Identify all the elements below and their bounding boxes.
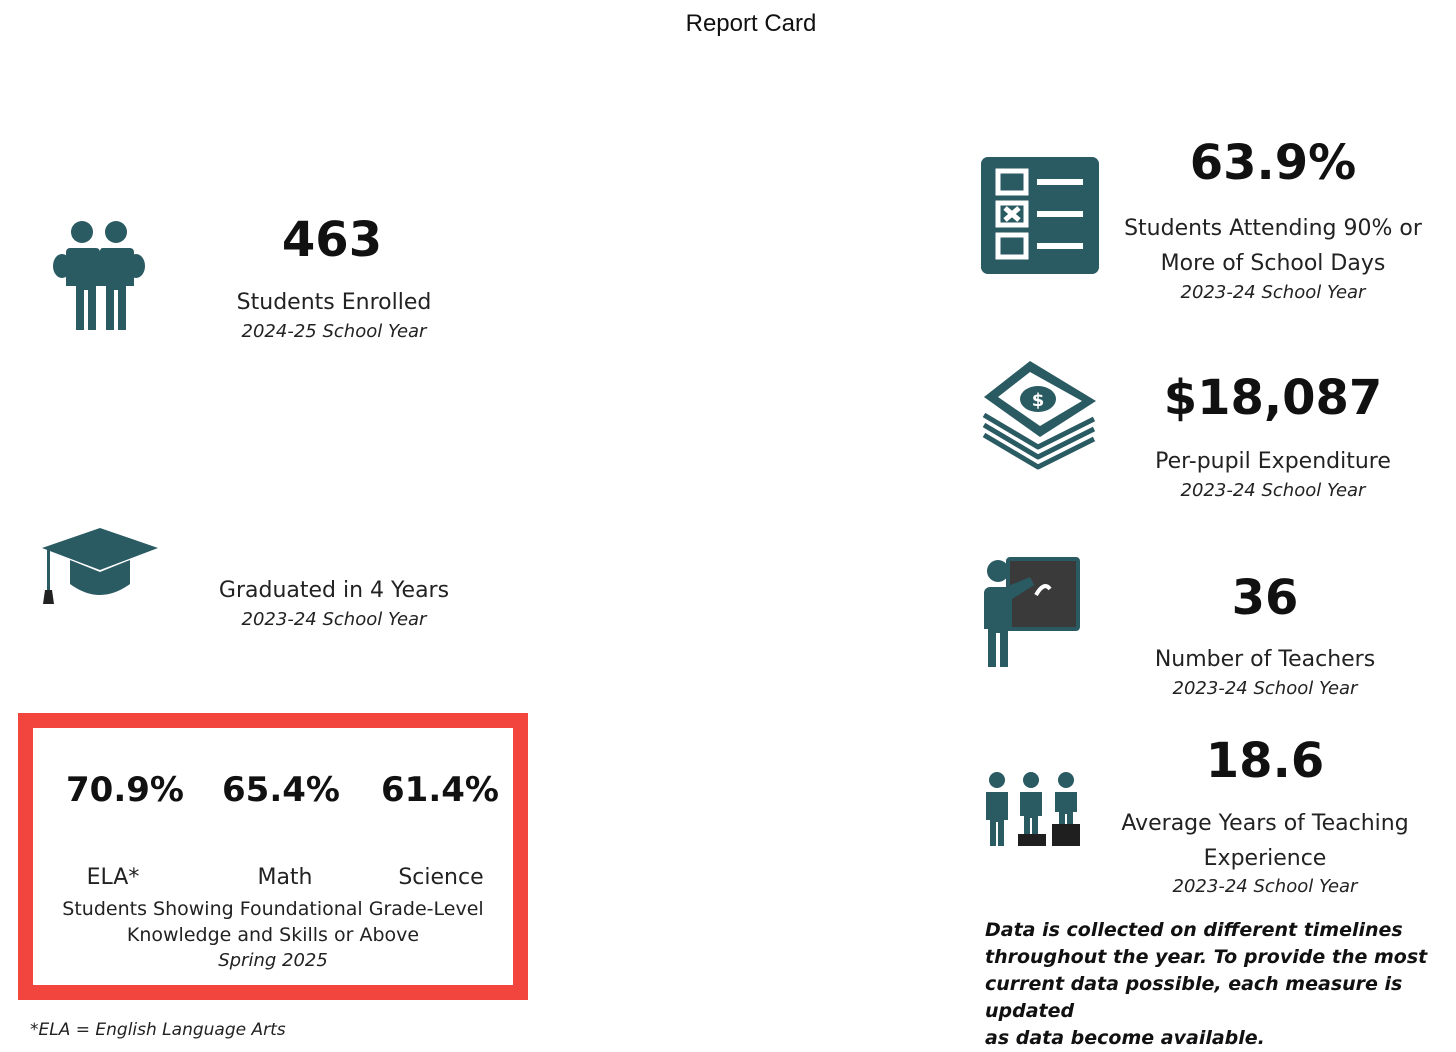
experience-period: 2023-24 School Year <box>1172 876 1358 897</box>
enrolled-value: 463 <box>281 212 383 268</box>
graduation-cap-icon <box>40 526 160 606</box>
data-collection-note: Data is collected on different timelines… <box>985 917 1445 1052</box>
math-percent: 65.4% <box>222 770 340 810</box>
attendance-value: 63.9% <box>1189 135 1357 191</box>
attendance-label-line1: Students Attending 90% or <box>1124 216 1422 241</box>
data-note-line1: Data is collected on different timelines <box>985 919 1403 941</box>
science-percent: 61.4% <box>381 770 499 810</box>
expenditure-value: $18,087 <box>1163 370 1383 426</box>
attendance-label-line2: More of School Days <box>1160 251 1386 276</box>
ela-label: ELA* <box>86 865 140 890</box>
page-title: Report Card <box>685 10 817 37</box>
ela-percent: 70.9% <box>66 770 184 810</box>
expenditure-label: Per-pupil Expenditure <box>1155 449 1391 474</box>
data-note-line2: throughout the year. To provide the most <box>985 946 1428 968</box>
proficiency-label-line1: Students Showing Foundational Grade-Leve… <box>62 898 484 920</box>
teachers-label: Number of Teachers <box>1154 647 1376 672</box>
experience-podium-icon <box>980 770 1084 850</box>
ela-footnote: *ELA = English Language Arts <box>30 1020 286 1040</box>
enrolled-period: 2024-25 School Year <box>241 321 427 342</box>
science-label: Science <box>398 865 484 890</box>
data-note-line3: current data possible, each measure is u… <box>985 973 1403 1022</box>
proficiency-panel: 70.9% 65.4% 61.4% ELA* Math Science Stud… <box>18 713 528 1000</box>
svg-text:$: $ <box>1032 390 1045 411</box>
graduated-label: Graduated in 4 Years <box>218 578 450 603</box>
teachers-period: 2023-24 School Year <box>1172 678 1358 699</box>
graduated-period: 2023-24 School Year <box>241 609 427 630</box>
experience-label-line2: Experience <box>1203 846 1327 871</box>
math-label: Math <box>257 865 313 890</box>
money-stack-icon: $ <box>980 357 1100 473</box>
proficiency-period: Spring 2025 <box>218 950 328 971</box>
experience-label-line1: Average Years of Teaching <box>1121 811 1409 836</box>
students-icon <box>50 218 150 336</box>
data-note-line4: as data become available. <box>985 1027 1265 1049</box>
checklist-icon <box>981 157 1099 275</box>
experience-value: 18.6 <box>1205 733 1325 789</box>
teacher-board-icon <box>978 557 1082 667</box>
expenditure-period: 2023-24 School Year <box>1180 480 1366 501</box>
proficiency-label-line2: Knowledge and Skills or Above <box>126 924 420 946</box>
enrolled-label: Students Enrolled <box>236 290 432 315</box>
attendance-period: 2023-24 School Year <box>1180 282 1366 303</box>
teachers-value: 36 <box>1231 570 1299 626</box>
